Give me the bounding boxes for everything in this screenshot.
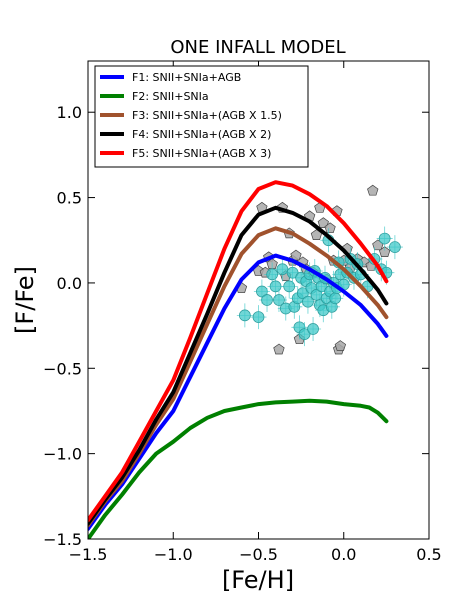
cyan-data-point (296, 322, 313, 347)
cyan-data-point (270, 288, 287, 312)
series-line-f1 (88, 253, 389, 531)
legend-label: F3: SNII+SNIa+(AGB X 1.5) (132, 109, 282, 122)
legend-label: F2: SNII+SNIa (132, 90, 209, 103)
cyan-data-point (259, 288, 276, 312)
y-tick-label: 1.0 (57, 103, 82, 122)
x-tick-label: −1.0 (154, 545, 193, 564)
y-axis-label: [F/Fe] (11, 266, 39, 334)
y-tick-label: −1.5 (43, 530, 82, 549)
x-tick-label: 0.0 (331, 545, 356, 564)
gray-data-point (273, 343, 285, 355)
cyan-data-point (284, 260, 301, 285)
cyan-data-point (281, 274, 298, 299)
cyan-data-point (305, 317, 322, 342)
gray-data-point (317, 217, 329, 228)
cyan-data-point (267, 274, 284, 299)
cyan-data-point (299, 289, 316, 314)
cyan-data-point (236, 303, 253, 328)
x-tick-label: 0.5 (416, 545, 441, 564)
series-line-f5 (88, 180, 389, 523)
series-line-f4 (88, 205, 389, 526)
chart-title: ONE INFALL MODEL (170, 37, 345, 58)
series-line-f2 (88, 398, 389, 539)
y-tick-label: 0.5 (57, 189, 82, 208)
cyan-data-point (264, 262, 281, 287)
gray-data-point (334, 340, 347, 351)
legend: F1: SNII+SNIa+AGB F2: SNII+SNIa F3: SNII+S… (94, 65, 309, 168)
cyan-data-point (376, 226, 393, 251)
legend-label: F4: SNII+SNIa+(AGB X 2) (132, 128, 271, 141)
cyan-data-point (386, 235, 403, 260)
gray-data-point (367, 184, 379, 196)
legend-label: F1: SNII+SNIa+AGB (132, 71, 241, 84)
gray-data-point (290, 249, 302, 261)
y-tick-label: −0.5 (43, 359, 82, 378)
y-tick-label: 0.0 (57, 274, 82, 293)
legend-label: F5: SNII+SNIa+(AGB X 3) (132, 147, 271, 160)
gray-data-point (324, 222, 336, 234)
x-tick-label: −0.5 (239, 545, 278, 564)
gray-data-point (378, 246, 391, 257)
cyan-data-point (250, 305, 267, 330)
x-tick-label: −1.5 (69, 545, 108, 564)
x-axis-label: [Fe/H] (222, 566, 294, 594)
y-tick-label: −1.0 (43, 445, 82, 464)
legend-box (94, 65, 309, 168)
